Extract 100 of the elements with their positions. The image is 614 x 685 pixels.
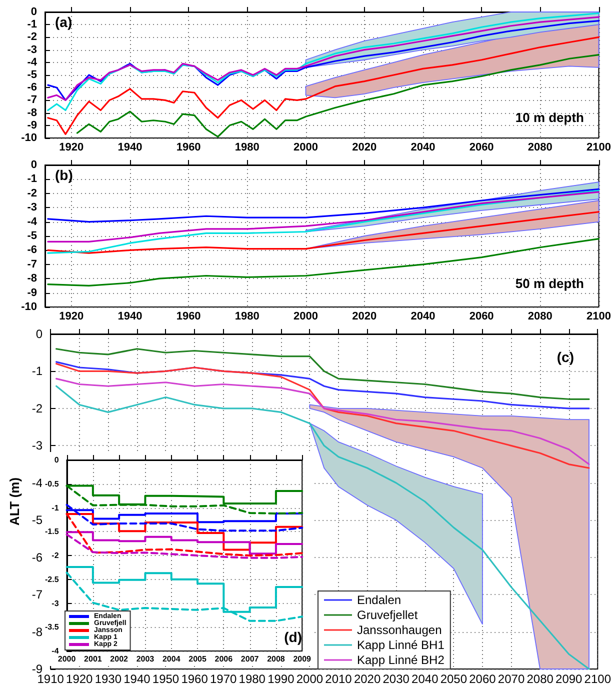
x-tick-label: 2008 xyxy=(267,654,286,664)
x-tick-label: 2020 xyxy=(354,672,381,685)
line-series xyxy=(47,191,600,242)
x-tick-label: 2020 xyxy=(352,310,377,322)
y-tick-label: 0 xyxy=(30,159,37,171)
y-tick-label: -10 xyxy=(21,132,37,144)
y-tick-label: -6 xyxy=(27,82,37,94)
y-tick-label: -3 xyxy=(52,598,60,608)
x-tick-label: 2002 xyxy=(110,654,129,664)
x-tick-label: 2003 xyxy=(136,654,155,664)
y-tick-label: -2.5 xyxy=(44,574,60,584)
y-tick-label: -3 xyxy=(27,202,37,214)
y-tick-label: 0 xyxy=(54,456,60,464)
x-tick-label: 1960 xyxy=(176,310,201,322)
line-series xyxy=(47,36,600,136)
x-tick-label: 2004 xyxy=(162,654,181,664)
y-tick-label: -4 xyxy=(27,56,38,68)
y-tick-label: -10 xyxy=(21,301,37,313)
x-tick-label: 1960 xyxy=(181,672,208,685)
x-tick-label: 1950 xyxy=(152,672,180,685)
line-series xyxy=(47,211,600,254)
y-tick-label: -5 xyxy=(32,513,43,528)
y-tick-label: -7 xyxy=(27,94,37,106)
x-tick-label: 2030 xyxy=(382,672,410,685)
x-tick-label: 2100 xyxy=(586,142,612,154)
y-tick-label: -1 xyxy=(27,173,37,186)
y-tick-label: -1 xyxy=(27,18,37,31)
x-tick-label: 2060 xyxy=(469,142,494,154)
line-series xyxy=(47,188,600,223)
x-tick-label: 2040 xyxy=(410,142,436,154)
y-tick-label: -4 xyxy=(32,476,43,490)
annotation: (c) xyxy=(556,349,574,365)
x-tick-label: 1990 xyxy=(268,672,295,685)
x-tick-label: 2070 xyxy=(498,672,525,685)
x-tick-label: 2000 xyxy=(58,654,76,664)
x-tick-label: 1930 xyxy=(94,672,122,685)
y-tick-label: -2 xyxy=(27,31,37,44)
x-tick-label: 2100 xyxy=(584,672,612,685)
y-tick-label: -2 xyxy=(32,401,43,416)
y-tick-label: -7 xyxy=(32,588,43,602)
x-tick-label: 2050 xyxy=(440,672,468,685)
y-tick-label: -0.5 xyxy=(44,479,60,488)
x-tick-label: 1920 xyxy=(59,142,84,154)
y-tick-label: -5 xyxy=(27,69,37,81)
x-tick-label: 1980 xyxy=(238,672,266,685)
x-tick-label: 2010 xyxy=(325,672,352,685)
y-tick-label: -3 xyxy=(27,44,37,56)
y-tick-label: -6 xyxy=(32,550,43,564)
y-tick-label: 0 xyxy=(36,327,43,341)
legend-label: Kapp Linné BH2 xyxy=(357,653,445,667)
annotation: (b) xyxy=(55,167,73,183)
x-tick-label: 1980 xyxy=(234,310,260,322)
legend-label: Kapp Linné BH1 xyxy=(357,638,445,652)
x-tick-label: 1920 xyxy=(59,310,84,322)
x-tick-label: 2007 xyxy=(240,654,260,664)
x-tick-label: 2006 xyxy=(214,654,234,664)
y-tick-label: -1 xyxy=(52,503,60,512)
x-tick-label: 1960 xyxy=(176,142,201,154)
x-tick-label: 2060 xyxy=(469,672,496,685)
annotation: (a) xyxy=(55,14,72,30)
y-tick-label: -3 xyxy=(32,438,43,453)
line-series xyxy=(47,190,600,254)
y-tick-label: -4 xyxy=(52,646,60,656)
line-series xyxy=(66,504,304,532)
y-tick-label: -8 xyxy=(27,106,37,119)
y-tick-label: 0 xyxy=(30,6,37,18)
x-tick-label: 2060 xyxy=(469,310,494,322)
x-tick-label: 2100 xyxy=(586,310,612,322)
x-tick-label: 2040 xyxy=(410,310,436,322)
x-tick-label: 2009 xyxy=(293,654,312,664)
x-tick-label: 1970 xyxy=(210,672,238,685)
x-tick-label: 1940 xyxy=(118,142,142,154)
y-tick-label: -4 xyxy=(27,216,38,228)
x-tick-label: 1920 xyxy=(66,672,94,685)
y-tick-label: -8 xyxy=(27,272,37,285)
x-tick-label: 2005 xyxy=(188,654,207,664)
x-tick-label: 2000 xyxy=(296,672,324,685)
y-tick-label: -2 xyxy=(52,551,60,560)
y-tick-label: -1.5 xyxy=(44,527,60,536)
y-tick-label: -3.5 xyxy=(44,622,60,632)
line-series xyxy=(56,378,590,466)
x-tick-label: 1940 xyxy=(118,310,142,322)
y-tick-label: -1 xyxy=(32,364,43,378)
y-axis-title: ALT (m) xyxy=(7,477,22,526)
annotation: 10 m depth xyxy=(515,110,584,125)
line-series xyxy=(76,54,600,138)
y-tick-label: -9 xyxy=(27,119,37,132)
y-tick-label: -6 xyxy=(27,244,37,256)
annotation: (d) xyxy=(284,629,302,645)
x-tick-label: 2001 xyxy=(84,654,102,664)
line-series xyxy=(56,348,590,400)
x-tick-label: 2080 xyxy=(528,142,552,154)
annotation: 50 m depth xyxy=(515,276,584,291)
x-tick-label: 1940 xyxy=(124,672,151,685)
y-tick-label: -5 xyxy=(27,230,37,242)
legend-label: Janssonhaugen xyxy=(357,623,442,637)
x-tick-label: 2080 xyxy=(526,672,554,685)
y-tick-label: -9 xyxy=(27,286,37,299)
legend-label: Gruvefjellet xyxy=(357,608,418,622)
y-tick-label: -7 xyxy=(27,258,37,270)
